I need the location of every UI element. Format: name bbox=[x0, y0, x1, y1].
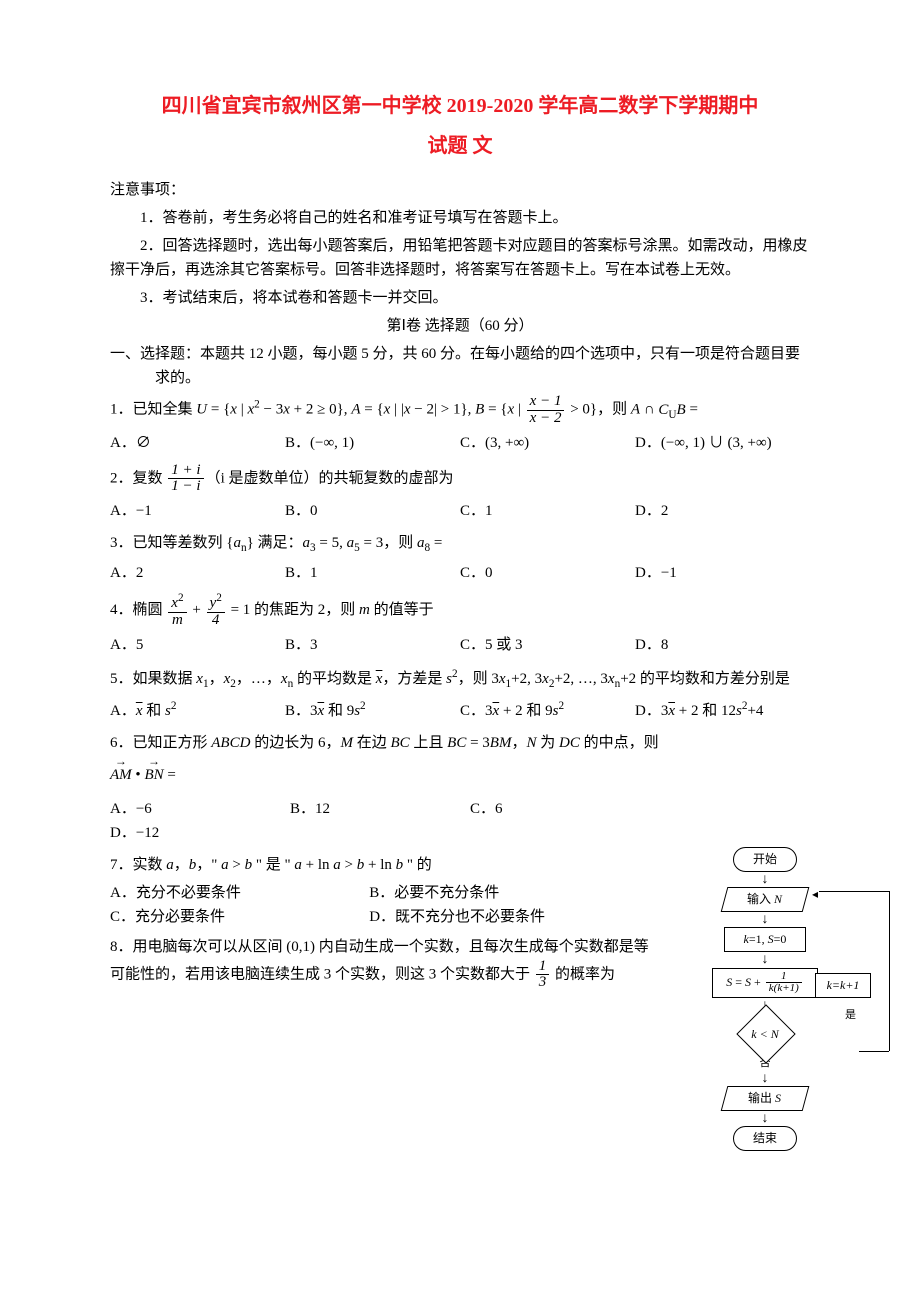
notice-heading: 注意事项： bbox=[110, 178, 810, 202]
q5-stem: 5．如果数据 x1，x2，…，xn 的平均数是 x，方差是 s2，则 3x1+2… bbox=[110, 665, 810, 693]
q6-stem: 6．已知正方形 ABCD 的边长为 6，M 在边 BC 上且 BC = 3BM，… bbox=[110, 731, 810, 755]
fc-start: 开始 bbox=[733, 847, 797, 872]
notice-1: 1．答卷前，考生务必将自己的姓名和准考证号填写在答题卡上。 bbox=[110, 206, 810, 230]
q5-C: C．3x + 2 和 9s2 bbox=[460, 697, 635, 723]
flowchart: 开始 ↓ 输入 N ↓ k=1, S=0 ↓ S = S + 1k(k+1) k… bbox=[690, 847, 840, 1154]
mc-intro: 一、选择题：本题共 12 小题，每小题 5 分，共 60 分。在每小题给的四个选… bbox=[110, 342, 810, 390]
q6-expr: AM • BN = bbox=[110, 763, 810, 787]
q1-C: C．(3, +∞) bbox=[460, 431, 635, 455]
q1-A: A．∅ bbox=[110, 431, 285, 455]
arrow-down-icon: ↓ bbox=[690, 1073, 840, 1084]
fc-increment: k=k+1 bbox=[815, 973, 871, 998]
q1-options: A．∅ B．(−∞, 1) C．(3, +∞) D．(−∞, 1) ∪ (3, … bbox=[110, 431, 810, 455]
arrow-down-icon: ↓ bbox=[690, 914, 840, 925]
q2-A: A．−1 bbox=[110, 499, 285, 523]
q6-options: A．−6 B．12 C．6 D．−12 bbox=[110, 797, 650, 845]
arrow-down-icon: ↓ bbox=[690, 874, 840, 885]
q3-stem: 3．已知等差数列 {an} 满足：a3 = 5, a5 = 3，则 a8 = bbox=[110, 531, 810, 557]
q3-A: A．2 bbox=[110, 561, 285, 585]
fc-input: 输入 N bbox=[721, 887, 810, 912]
q8-stem: 8．用电脑每次可以从区间 (0,1) 内自动生成一个实数，且每次生成每个实数都是… bbox=[110, 935, 650, 992]
fc-init: k=1, S=0 bbox=[724, 927, 806, 952]
q3-C: C．0 bbox=[460, 561, 635, 585]
section-part1: 第Ⅰ卷 选择题（60 分） bbox=[110, 314, 810, 338]
q7-A: A．充分不必要条件 bbox=[110, 881, 369, 905]
q5-B: B．3x 和 9s2 bbox=[285, 697, 460, 723]
q2-C: C．1 bbox=[460, 499, 635, 523]
q4-C: C．5 或 3 bbox=[460, 633, 635, 657]
arrow-down-icon: ↓ bbox=[690, 954, 840, 965]
q7-C: C．充分必要条件 bbox=[110, 905, 369, 929]
notice-2: 2．回答选择题时，选出每小题答案后，用铅笔把答题卡对应题目的答案标号涂黑。如需改… bbox=[110, 234, 810, 282]
q2-D: D．2 bbox=[635, 499, 810, 523]
q7-stem: 7．实数 a，b，" a > b " 是 " a + ln a > b + ln… bbox=[110, 853, 650, 877]
fc-output: 输出 S bbox=[721, 1086, 810, 1111]
q3-D: D．−1 bbox=[635, 561, 810, 585]
q1-stem: 1．已知全集 U = {x | x2 − 3x + 2 ≥ 0}, A = {x… bbox=[110, 394, 810, 427]
q6-B: B．12 bbox=[290, 797, 470, 821]
q5-A: A．x 和 s2 bbox=[110, 697, 285, 723]
q5-options: A．x 和 s2 B．3x 和 9s2 C．3x + 2 和 9s2 D．3x … bbox=[110, 697, 810, 723]
q4-A: A．5 bbox=[110, 633, 285, 657]
arrow-down-icon: ↓ bbox=[690, 1113, 840, 1124]
q6-D: D．−12 bbox=[110, 821, 650, 845]
q6-C: C．6 bbox=[470, 797, 650, 821]
fc-step: S = S + 1k(k+1) k=k+1 bbox=[712, 968, 818, 998]
q1-D: D．(−∞, 1) ∪ (3, +∞) bbox=[635, 431, 810, 455]
q7-D: D．既不充分也不必要条件 bbox=[369, 905, 628, 929]
q6-A: A．−6 bbox=[110, 797, 290, 821]
fc-end: 结束 bbox=[733, 1126, 797, 1151]
fc-yes-label: 是 bbox=[845, 1007, 856, 1025]
q7-B: B．必要不充分条件 bbox=[369, 881, 628, 905]
q1-B: B．(−∞, 1) bbox=[285, 431, 460, 455]
q5-D: D．3x + 2 和 12s2+4 bbox=[635, 697, 810, 723]
exam-title: 四川省宜宾市叙州区第一中学校 2019-2020 学年高二数学下学期期中 bbox=[110, 90, 810, 122]
fc-condition: k < N 是 ◂ bbox=[737, 1013, 793, 1053]
q3-B: B．1 bbox=[285, 561, 460, 585]
q4-stem: 4．椭圆 x2m + y24 = 1 的焦距为 2，则 m 的值等于 bbox=[110, 593, 810, 629]
q4-D: D．8 bbox=[635, 633, 810, 657]
q2-B: B．0 bbox=[285, 499, 460, 523]
q2-options: A．−1 B．0 C．1 D．2 bbox=[110, 499, 810, 523]
q7-options: A．充分不必要条件B．必要不充分条件 C．充分必要条件D．既不充分也不必要条件 bbox=[110, 881, 650, 929]
q2-stem: 2．复数 1 + i1 − i（i 是虚数单位）的共轭复数的虚部为 bbox=[110, 463, 810, 496]
exam-subtitle: 试题 文 bbox=[110, 130, 810, 162]
q3-options: A．2 B．1 C．0 D．−1 bbox=[110, 561, 810, 585]
q4-options: A．5 B．3 C．5 或 3 D．8 bbox=[110, 633, 810, 657]
notice-3: 3．考试结束后，将本试卷和答题卡一并交回。 bbox=[110, 286, 810, 310]
q4-B: B．3 bbox=[285, 633, 460, 657]
